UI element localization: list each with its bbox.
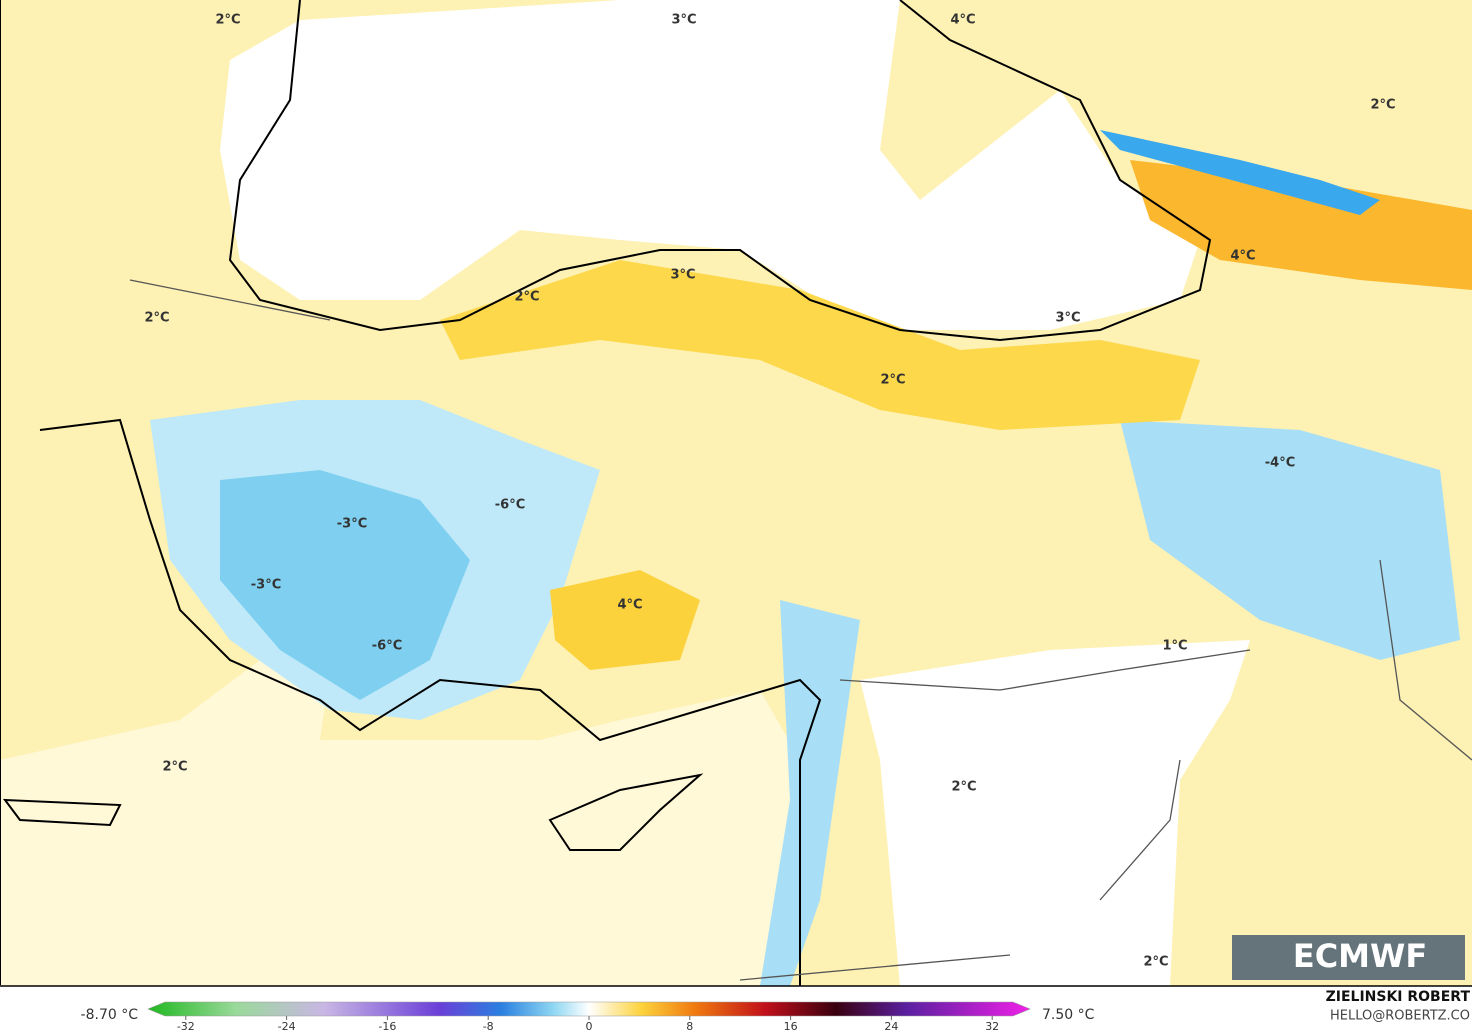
contour-label: 2°C	[144, 311, 169, 326]
contour-label: 2°C	[514, 290, 539, 305]
contour-label: 4°C	[950, 13, 975, 28]
south-coast	[39, 418, 822, 986]
colorbar: -32 -24 -16 -8 0 8 16 24 32	[147, 1001, 1031, 1033]
colorbar-ramp	[147, 1001, 1031, 1017]
max-label: 7.50 °C	[1042, 1007, 1095, 1023]
contour-label: 3°C	[670, 268, 695, 283]
colorbar-tick-label: -32	[177, 1020, 195, 1033]
contour-label: -6°C	[495, 498, 525, 513]
warm-patch	[550, 570, 700, 670]
cold-area-east	[1120, 420, 1460, 660]
colorbar-tick-label: 0	[586, 1020, 593, 1033]
colorbar-tick-label: -16	[378, 1020, 396, 1033]
cold-ridge	[1100, 130, 1380, 215]
contour-label: 2°C	[215, 13, 240, 28]
min-label: -8.70 °C	[81, 1007, 139, 1023]
contour-label: -3°C	[337, 517, 367, 532]
author: ZIELINSKI ROBERT	[1326, 989, 1471, 1005]
warm-band	[440, 260, 1200, 430]
crete	[2, 798, 122, 827]
black-sea	[220, 0, 1200, 330]
contact: HELLO@ROBERTZ.CO	[1330, 1009, 1470, 1024]
black-sea-coast	[228, 0, 1212, 342]
colorbar-tick-label: 32	[985, 1020, 999, 1033]
warm-caucasus	[1130, 160, 1472, 290]
colorbar-tick-label: -24	[278, 1020, 296, 1033]
contour-label: 2°C	[1143, 955, 1168, 970]
contour-labels: 2°C 3°C 4°C 2°C 2°C 3°C 2°C 4°C 3°C 2°C -4°C -6°C -3…	[144, 13, 1395, 970]
borders	[129, 279, 1472, 981]
logo-box	[1232, 935, 1465, 980]
colorbar-tick-label: 16	[784, 1020, 798, 1033]
contour-label: 2°C	[880, 373, 905, 388]
contour-label: 4°C	[1230, 249, 1255, 264]
contour-label: 2°C	[951, 780, 976, 795]
contour-label: 4°C	[617, 598, 642, 613]
cold-strip	[760, 600, 860, 986]
contour-label: 2°C	[162, 760, 187, 775]
colorbar-tick-label: 8	[686, 1020, 693, 1033]
contour-label: -6°C	[372, 639, 402, 654]
contour-label: 1°C	[1162, 639, 1187, 654]
contour-label: 2°C	[1370, 98, 1395, 113]
mediterranean	[0, 600, 800, 986]
cyprus	[548, 773, 704, 851]
contour-label: 3°C	[1055, 311, 1080, 326]
syria-plain	[860, 640, 1250, 986]
contour-label: -3°C	[251, 578, 281, 593]
map-area	[0, 0, 1472, 986]
colorbar-tick-label: 24	[884, 1020, 898, 1033]
contour-label: -4°C	[1265, 456, 1295, 471]
colorbar-tick-label: -8	[483, 1020, 494, 1033]
cold-core	[220, 470, 470, 700]
logo: ECMWF	[1293, 937, 1427, 975]
contour-label: 3°C	[671, 13, 696, 28]
